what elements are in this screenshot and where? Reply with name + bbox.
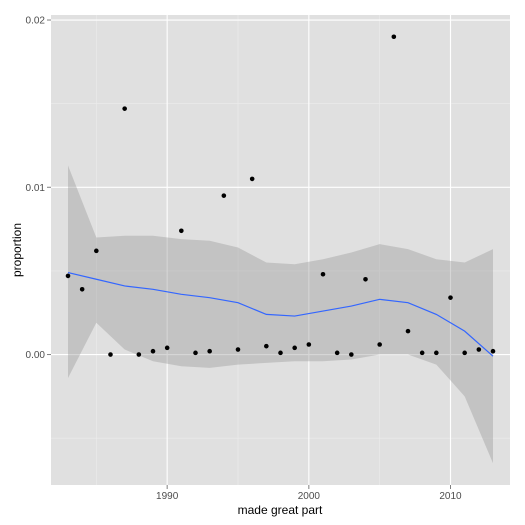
smooth-line-layer	[67, 271, 494, 357]
data-point	[235, 347, 241, 352]
confidence-band-layer	[68, 165, 493, 464]
data-point	[136, 352, 142, 357]
data-point	[179, 228, 184, 234]
x-axis-ticks: 1990 2000 2010	[156, 485, 462, 502]
y-tick-label: 0.02	[26, 16, 46, 27]
x-tick-label: 1990	[156, 491, 179, 502]
data-point	[65, 273, 71, 279]
y-tick-label: 0.00	[26, 350, 46, 361]
data-point	[264, 343, 269, 349]
data-point	[94, 248, 99, 254]
data-point	[334, 350, 340, 356]
smooth-line	[67, 271, 494, 357]
x-axis-title: made great part	[238, 503, 323, 517]
data-point	[419, 350, 425, 356]
y-axis-ticks: 0.00 0.01 0.02	[26, 16, 51, 361]
minor-gridlines	[51, 15, 510, 485]
data-point	[150, 348, 156, 354]
data-point	[122, 106, 127, 111]
data-point	[391, 34, 397, 40]
data-point	[193, 350, 198, 356]
panel-background	[51, 15, 510, 485]
confidence-band	[68, 165, 493, 464]
y-axis-title: proportion	[10, 223, 24, 277]
data-point	[292, 345, 297, 351]
data-point	[306, 342, 312, 347]
data-point	[349, 352, 354, 357]
data-point	[249, 176, 255, 182]
data-point	[462, 350, 467, 356]
data-point	[405, 328, 411, 334]
data-point	[164, 345, 170, 351]
y-tick-label: 0.01	[26, 183, 46, 194]
data-point	[448, 295, 453, 300]
data-point	[320, 271, 326, 277]
data-point	[476, 347, 482, 352]
points-layer	[65, 34, 496, 357]
data-point	[434, 350, 439, 356]
data-point	[377, 342, 382, 347]
data-point	[221, 193, 227, 198]
data-point	[79, 287, 85, 292]
x-tick-label: 2010	[439, 491, 462, 502]
data-point	[363, 276, 368, 282]
data-point	[108, 352, 113, 357]
x-tick-label: 2000	[298, 491, 321, 502]
data-point	[207, 348, 212, 354]
data-point	[278, 350, 283, 356]
data-point	[490, 348, 496, 354]
